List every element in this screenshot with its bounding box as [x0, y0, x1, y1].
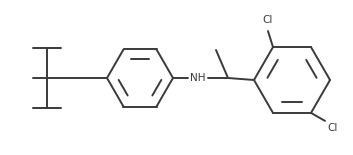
Text: Cl: Cl: [263, 15, 273, 25]
Text: Cl: Cl: [327, 123, 337, 133]
Text: NH: NH: [190, 73, 206, 83]
